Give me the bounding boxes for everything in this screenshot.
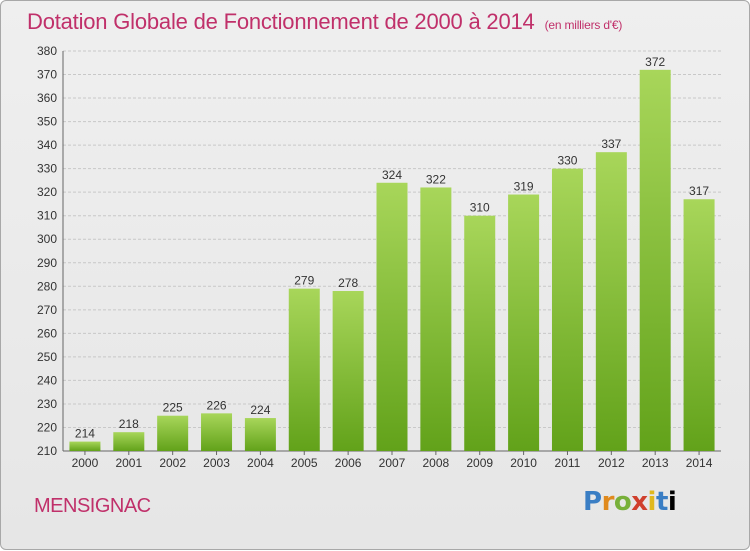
bar-value-label: 330 [557, 154, 577, 168]
y-tick-label: 320 [37, 185, 57, 199]
chart-title-unit: (en milliers d'€) [544, 18, 623, 32]
x-tick-label: 2010 [510, 456, 537, 470]
bar [288, 288, 320, 451]
bar [683, 199, 715, 451]
bar [376, 182, 408, 451]
bar-value-label: 218 [119, 417, 139, 431]
y-tick-label: 370 [37, 68, 57, 82]
bar [244, 418, 276, 451]
y-tick-label: 330 [37, 162, 57, 176]
bar [508, 194, 540, 451]
bar [201, 413, 233, 451]
y-tick-label: 380 [37, 44, 57, 58]
x-tick-label: 2005 [291, 456, 318, 470]
x-tick-label: 2011 [555, 456, 581, 470]
x-tick-label: 2004 [247, 456, 274, 470]
y-tick-label: 240 [37, 373, 57, 387]
bar [332, 291, 364, 451]
bar-value-label: 225 [163, 401, 183, 415]
y-tick-label: 270 [37, 303, 57, 317]
x-tick-label: 2013 [642, 456, 669, 470]
y-tick-label: 260 [37, 326, 57, 340]
x-tick-label: 2001 [115, 456, 142, 470]
bar-value-label: 279 [294, 274, 314, 288]
y-tick-label: 340 [37, 138, 57, 152]
y-tick-label: 210 [37, 444, 57, 458]
commune-name: MENSIGNAC [34, 495, 151, 517]
y-tick-label: 310 [37, 209, 57, 223]
x-tick-label: 2007 [379, 456, 406, 470]
x-tick-label: 2012 [598, 456, 625, 470]
chart-title: Dotation Globale de Fonctionnement de 20… [27, 9, 622, 35]
bar [69, 441, 101, 451]
bar-value-label: 372 [645, 55, 665, 69]
bar [420, 187, 452, 451]
bar [595, 152, 627, 452]
x-tick-label: 2006 [335, 456, 362, 470]
bar-value-label: 337 [601, 137, 621, 151]
y-tick-label: 290 [37, 256, 57, 270]
bar [157, 415, 189, 451]
y-tick-label: 220 [37, 420, 57, 434]
bar-value-label: 324 [382, 168, 402, 182]
bar-value-label: 319 [514, 180, 534, 194]
proxiti-logo: Proxiti [583, 487, 677, 517]
x-tick-label: 2000 [72, 456, 99, 470]
y-tick-label: 280 [37, 279, 57, 293]
chart-title-text: Dotation Globale de Fonctionnement de 20… [27, 9, 535, 34]
y-tick-label: 230 [37, 397, 57, 411]
y-tick-label: 250 [37, 350, 57, 364]
x-tick-label: 2008 [423, 456, 450, 470]
bar-value-label: 278 [338, 276, 358, 290]
bar-value-label: 226 [207, 398, 227, 412]
bar-value-label: 214 [75, 427, 95, 441]
x-tick-label: 2002 [159, 456, 186, 470]
x-tick-label: 2009 [466, 456, 493, 470]
y-tick-label: 350 [37, 115, 57, 129]
bar-value-label: 317 [689, 184, 709, 198]
bar [639, 69, 671, 451]
bar [113, 432, 145, 451]
y-tick-label: 300 [37, 232, 57, 246]
bar-value-label: 322 [426, 172, 446, 186]
bar-value-label: 224 [250, 403, 270, 417]
x-tick-label: 2003 [203, 456, 230, 470]
x-tick-label: 2014 [686, 456, 713, 470]
y-tick-label: 360 [37, 91, 57, 105]
bar [464, 215, 496, 451]
bar-value-label: 310 [470, 201, 490, 215]
bar [551, 168, 583, 451]
